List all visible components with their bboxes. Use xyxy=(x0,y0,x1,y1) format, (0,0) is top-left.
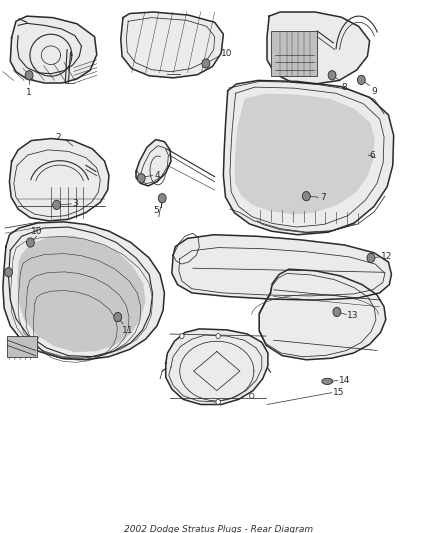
Text: 3: 3 xyxy=(72,199,78,208)
Text: 7: 7 xyxy=(320,193,325,201)
Circle shape xyxy=(250,393,254,398)
Circle shape xyxy=(53,200,60,209)
Circle shape xyxy=(202,59,210,68)
Polygon shape xyxy=(10,139,109,221)
Circle shape xyxy=(216,334,220,338)
Circle shape xyxy=(158,193,166,203)
Text: 1: 1 xyxy=(26,87,32,96)
Polygon shape xyxy=(235,94,374,214)
Circle shape xyxy=(138,174,145,183)
Polygon shape xyxy=(267,12,370,84)
Text: 9: 9 xyxy=(371,87,377,96)
Polygon shape xyxy=(121,12,223,78)
Text: 2002 Dodge Stratus Plugs - Rear Diagram: 2002 Dodge Stratus Plugs - Rear Diagram xyxy=(124,526,314,533)
Circle shape xyxy=(25,71,33,80)
Circle shape xyxy=(302,191,310,201)
Text: 6: 6 xyxy=(370,150,375,159)
Polygon shape xyxy=(18,236,145,352)
Text: 10: 10 xyxy=(31,227,43,236)
Text: 2: 2 xyxy=(55,133,61,141)
Text: 14: 14 xyxy=(339,376,350,385)
Circle shape xyxy=(357,75,365,85)
Text: 12: 12 xyxy=(381,252,392,261)
Bar xyxy=(7,336,37,357)
Text: 10: 10 xyxy=(221,49,232,58)
Text: 5: 5 xyxy=(153,206,159,215)
Ellipse shape xyxy=(322,378,333,384)
Text: 4: 4 xyxy=(154,171,160,180)
Text: 11: 11 xyxy=(122,326,134,335)
Bar xyxy=(272,31,317,76)
Circle shape xyxy=(333,308,341,317)
Circle shape xyxy=(216,399,220,405)
Polygon shape xyxy=(259,269,386,360)
Polygon shape xyxy=(172,235,392,300)
Circle shape xyxy=(5,268,12,277)
Text: 13: 13 xyxy=(347,311,359,320)
Polygon shape xyxy=(3,222,164,360)
Polygon shape xyxy=(136,140,171,186)
Circle shape xyxy=(26,238,34,247)
Polygon shape xyxy=(223,80,394,235)
Polygon shape xyxy=(11,16,97,83)
Text: 15: 15 xyxy=(333,388,345,397)
Circle shape xyxy=(180,334,184,338)
Circle shape xyxy=(367,253,375,263)
Polygon shape xyxy=(166,329,268,405)
Circle shape xyxy=(328,71,336,80)
Text: 8: 8 xyxy=(341,83,347,92)
Circle shape xyxy=(114,312,122,322)
